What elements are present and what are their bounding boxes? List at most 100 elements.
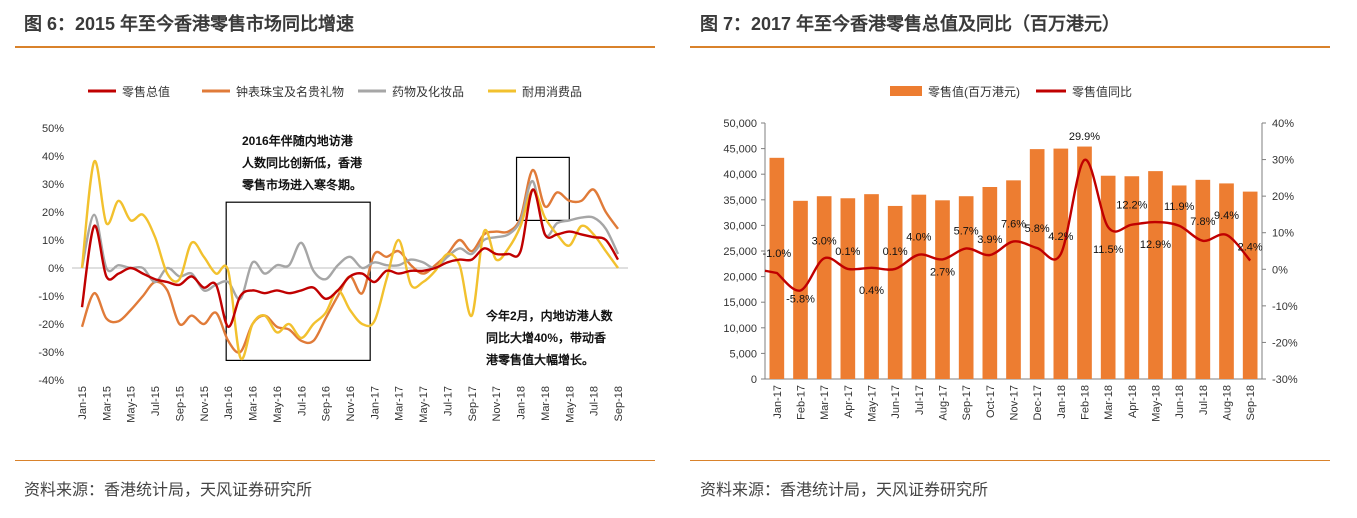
x-tick-label: Sep-18	[1245, 385, 1257, 420]
y-tick-label: 20%	[42, 207, 64, 219]
bar	[958, 196, 974, 379]
x-tick-label: May-17	[867, 385, 879, 422]
title-rule	[15, 46, 655, 48]
data-label: 2.4%	[1238, 242, 1263, 254]
y-tick-label: 0%	[48, 263, 64, 275]
x-tick-label: Nov-17	[491, 386, 503, 421]
bar	[982, 187, 998, 379]
x-tick-label: Jan-17	[772, 385, 784, 419]
x-tick-label: Nov-15	[199, 386, 211, 421]
yoy-line	[764, 158, 1252, 292]
legend-label-line: 零售值同比	[1072, 84, 1132, 99]
x-tick-label: Jun-17	[890, 385, 902, 419]
x-tick-label: Sep-17	[467, 386, 479, 421]
data-label: 12.9%	[1140, 239, 1171, 251]
x-tick-label: Sep-17	[961, 385, 973, 420]
data-label: 9.4%	[1214, 210, 1239, 222]
x-tick-label: May-18	[1151, 385, 1163, 422]
x-tick-label: Sep-16	[321, 386, 333, 421]
bar	[1100, 175, 1116, 379]
x-tick-label: Jan-15	[77, 386, 89, 420]
legend-label-1: 钟表珠宝及名贵礼物	[236, 84, 344, 99]
figure-7-panel: 图 7：2017 年至今香港零售总值及同比（百万港元） 零售值(百万港元) 零售值…	[690, 0, 1357, 518]
x-tick-label: Jun-18	[1174, 385, 1186, 419]
data-label: 12.2%	[1116, 200, 1147, 212]
x-tick-label: Mar-17	[394, 386, 406, 421]
data-label: 7.6%	[1001, 218, 1026, 230]
data-label: 4.0%	[906, 232, 931, 244]
bar	[1195, 179, 1211, 379]
figure-6-source: 资料来源：香港统计局，天风证券研究所	[24, 482, 313, 499]
y-tick-label: 30%	[42, 179, 64, 191]
data-label: 29.9%	[1069, 131, 1100, 143]
y-right-tick-label: -30%	[1272, 374, 1298, 386]
x-tick-label: Nov-17	[1009, 385, 1021, 420]
y-tick-label: -30%	[38, 347, 64, 359]
x-tick-label: Apr-17	[843, 385, 855, 418]
y-tick-label: -10%	[38, 291, 64, 303]
data-label: -5.8%	[786, 293, 815, 305]
y-right-tick-label: 10%	[1272, 228, 1294, 240]
y-right-tick-label: -10%	[1272, 301, 1298, 313]
annotation-text-2018: 同比大增40%，带动香	[486, 330, 606, 345]
x-tick-label: Mar-18	[1103, 385, 1115, 420]
x-tick-label: May-17	[418, 386, 430, 423]
bar	[1029, 149, 1045, 379]
figure-7-source: 资料来源：香港统计局，天风证券研究所	[700, 482, 989, 499]
legend-label-3: 耐用消费品	[522, 85, 582, 99]
y-left-tick-label: 40,000	[723, 169, 757, 181]
y-tick-label: -20%	[38, 319, 64, 331]
retail-value-bar-chart: 零售值(百万港元) 零售值同比 50,000 45,000 40,000 35,000 30…	[723, 84, 1298, 422]
annotation-text-2016: 零售市场进入寒冬期。	[241, 177, 362, 192]
series-line-2	[80, 179, 620, 301]
x-tick-label: May-18	[564, 386, 576, 423]
data-label: 11.9%	[1164, 201, 1195, 213]
source-rule	[690, 460, 1330, 461]
bar	[1171, 185, 1187, 379]
x-tick-label: Jul-16	[296, 386, 308, 416]
x-tick-label: May-16	[272, 386, 284, 423]
x-tick-label: Mar-16	[248, 386, 260, 421]
y-left-tick-label: 30,000	[723, 220, 757, 232]
y-tick-label: 50%	[42, 123, 64, 135]
bar	[1006, 180, 1021, 379]
data-label: 3.9%	[977, 234, 1002, 246]
data-label: 11.5%	[1093, 244, 1124, 256]
y-right-tick-label: -20%	[1272, 337, 1298, 349]
series-line-0	[80, 188, 620, 329]
bar	[864, 194, 879, 379]
title-rule	[690, 46, 1330, 48]
y-left-tick-label: 0	[751, 374, 757, 386]
y-right-tick-label: 30%	[1272, 155, 1294, 167]
data-label: 2.7%	[930, 266, 955, 278]
x-tick-label: Mar-15	[101, 386, 113, 421]
x-tick-label: Aug-18	[1222, 385, 1234, 420]
bar	[769, 157, 785, 379]
x-tick-label: Mar-18	[540, 386, 552, 421]
y-left-tick-label: 20,000	[723, 272, 757, 284]
data-label: 4.2%	[1048, 231, 1073, 243]
data-label: -1.0%	[762, 248, 791, 260]
annotation-text-2018: 今年2月，内地访港人数	[485, 308, 614, 323]
data-label: 3.0%	[812, 235, 837, 247]
y-right-tick-label: 40%	[1272, 118, 1294, 130]
x-tick-label: Jul-15	[150, 386, 162, 416]
data-label: 0.4%	[859, 285, 884, 297]
bar	[1053, 148, 1069, 379]
x-tick-label: Oct-17	[985, 385, 997, 418]
x-tick-label: Feb-17	[796, 385, 808, 420]
bar	[911, 194, 927, 379]
x-tick-label: Jan-18	[516, 386, 528, 420]
x-tick-label: Jul-18	[589, 386, 601, 416]
y-right-tick-label: 20%	[1272, 191, 1294, 203]
y-tick-label: -40%	[38, 375, 64, 387]
legend-label-2: 药物及化妆品	[392, 85, 464, 99]
series-line-3	[80, 160, 619, 361]
y-left-tick-label: 50,000	[723, 118, 757, 130]
y-left-tick-label: 45,000	[723, 144, 757, 156]
y-tick-label: 10%	[42, 235, 64, 247]
x-tick-label: Feb-18	[1080, 385, 1092, 420]
data-label: 0.1%	[883, 246, 908, 258]
x-tick-label: Aug-17	[938, 385, 950, 420]
annotation-text-2016: 人数同比创新低，香港	[242, 155, 363, 170]
